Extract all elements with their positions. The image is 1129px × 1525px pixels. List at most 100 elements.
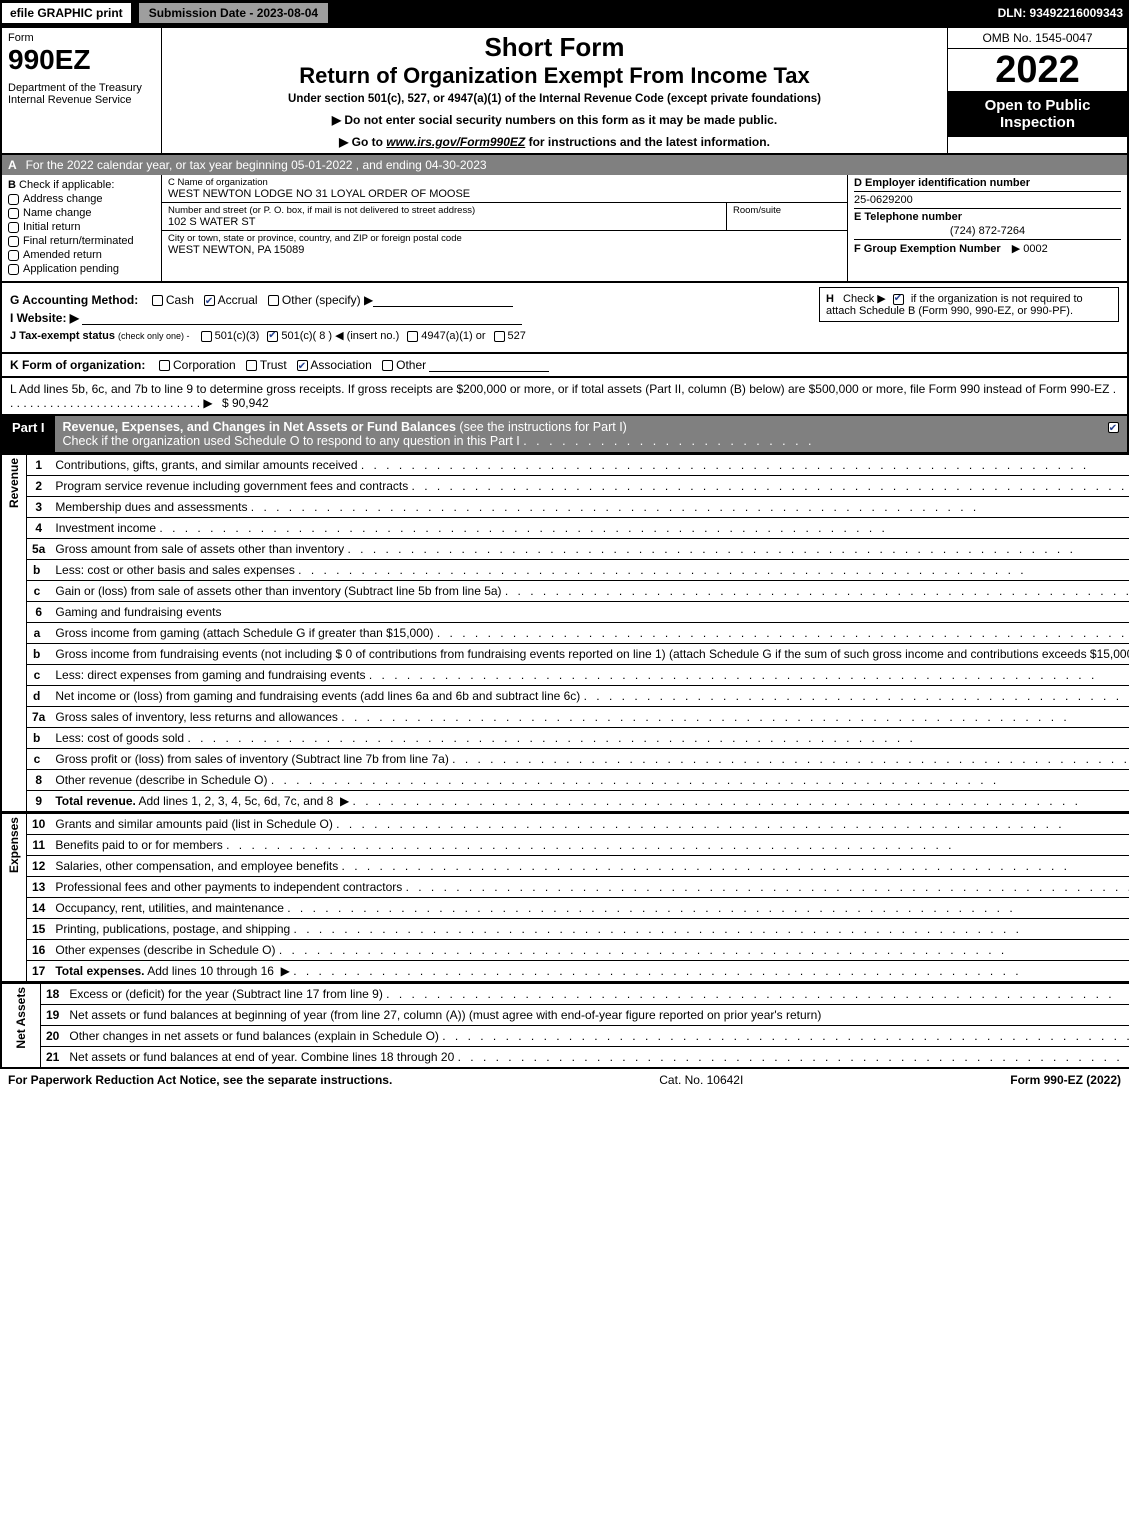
line-desc: Printing, publications, postage, and shi… — [50, 919, 1129, 940]
i-label: I Website: ▶ — [10, 311, 79, 325]
form-header: Form 990EZ Department of the Treasury In… — [0, 26, 1129, 155]
f-label: F Group Exemption Number — [854, 243, 1001, 255]
footer-right: Form 990-EZ (2022) — [1010, 1073, 1121, 1087]
checkbox-amended-return[interactable]: Amended return — [8, 249, 155, 261]
line-a-prefix: A — [8, 158, 16, 172]
line-desc: Gross income from gaming (attach Schedul… — [50, 623, 1129, 644]
ssn-note: ▶ Do not enter social security numbers o… — [168, 113, 941, 127]
checkbox-initial-return[interactable]: Initial return — [8, 221, 155, 233]
table-row: Expenses10Grants and similar amounts pai… — [1, 814, 1129, 835]
line-desc: Less: cost or other basis and sales expe… — [50, 560, 1129, 581]
line-desc: Total revenue. Add lines 1, 2, 3, 4, 5c,… — [50, 791, 1129, 813]
section-j: J Tax-exempt status (check only one) - 5… — [10, 329, 1119, 342]
checkbox-application-pending[interactable]: Application pending — [8, 263, 155, 275]
submission-date: Submission Date - 2023-08-04 — [137, 1, 330, 25]
table-row: 5aGross amount from sale of assets other… — [1, 539, 1129, 560]
line-desc: Other changes in net assets or fund bala… — [64, 1026, 1129, 1047]
section-h: H Check ▶ if the organization is not req… — [819, 287, 1119, 322]
section-label: Net Assets — [1, 984, 41, 1069]
revenue-table: Revenue1Contributions, gifts, grants, an… — [0, 454, 1129, 813]
line-number: 13 — [27, 877, 51, 898]
g-opt-1[interactable]: Accrual — [204, 293, 258, 307]
line-desc: Less: direct expenses from gaming and fu… — [50, 665, 1129, 686]
expenses-table: Expenses10Grants and similar amounts pai… — [0, 813, 1129, 983]
j-opt-2[interactable]: 4947(a)(1) or — [407, 330, 485, 342]
table-row: Revenue1Contributions, gifts, grants, an… — [1, 455, 1129, 476]
k-opt-0[interactable]: Corporation — [159, 358, 236, 372]
table-row: 2Program service revenue including gover… — [1, 476, 1129, 497]
h-check-label: Check ▶ — [843, 293, 886, 305]
line-desc: Gaming and fundraising events — [50, 602, 1129, 623]
line-number: a — [27, 623, 51, 644]
efile-label: efile GRAPHIC print — [0, 1, 133, 25]
line-number: 8 — [27, 770, 51, 791]
j-opt-3[interactable]: 527 — [494, 330, 526, 342]
k-opt-1[interactable]: Trust — [246, 358, 287, 372]
k-opt-2[interactable]: Association — [297, 358, 372, 372]
k-opt-3[interactable]: Other — [382, 358, 426, 372]
g-other-input[interactable] — [373, 294, 513, 307]
table-row: bLess: cost or other basis and sales exp… — [1, 560, 1129, 581]
line-number: 21 — [41, 1047, 65, 1069]
checkbox-final-return-terminated[interactable]: Final return/terminated — [8, 235, 155, 247]
c-name-label: C Name of organization — [168, 177, 841, 188]
top-bar: efile GRAPHIC print Submission Date - 20… — [0, 0, 1129, 26]
form-number: 990EZ — [8, 44, 155, 76]
line-desc: Gross amount from sale of assets other t… — [50, 539, 1129, 560]
line-number: b — [27, 560, 51, 581]
g-opt-0[interactable]: Cash — [152, 293, 194, 307]
line-a-text: For the 2022 calendar year, or tax year … — [26, 158, 487, 172]
f-val: ▶ 0002 — [1012, 243, 1048, 255]
line-number: d — [27, 686, 51, 707]
line-number: 1 — [27, 455, 51, 476]
line-desc: Less: cost of goods sold . . . . . . . .… — [50, 728, 1129, 749]
line-number: 9 — [27, 791, 51, 813]
b-heading: B — [8, 179, 16, 191]
table-row: 15Printing, publications, postage, and s… — [1, 919, 1129, 940]
header-subtitle: Under section 501(c), 527, or 4947(a)(1)… — [168, 93, 941, 105]
irs-link[interactable]: www.irs.gov/Form990EZ — [386, 135, 525, 149]
k-other-input[interactable] — [429, 359, 549, 372]
table-row: 16Other expenses (describe in Schedule O… — [1, 940, 1129, 961]
c-name-val: WEST NEWTON LODGE NO 31 LOYAL ORDER OF M… — [168, 188, 841, 200]
k-label: K Form of organization: — [10, 358, 145, 372]
g-opt-2[interactable]: Other (specify) ▶ — [268, 293, 374, 307]
table-row: cLess: direct expenses from gaming and f… — [1, 665, 1129, 686]
section-label: Revenue — [1, 455, 27, 813]
part-i-check — [1099, 416, 1127, 452]
line-number: 3 — [27, 497, 51, 518]
website-input[interactable] — [82, 312, 522, 325]
j-opt-1[interactable]: 501(c)( 8 ) ◀ (insert no.) — [267, 330, 399, 342]
c-room-label: Room/suite — [733, 205, 841, 216]
header-mid: Short Form Return of Organization Exempt… — [162, 28, 947, 153]
table-row: cGain or (loss) from sale of assets othe… — [1, 581, 1129, 602]
checkbox-address-change[interactable]: Address change — [8, 193, 155, 205]
h-checkbox[interactable] — [893, 294, 904, 305]
line-desc: Program service revenue including govern… — [50, 476, 1129, 497]
page-footer: For Paperwork Reduction Act Notice, see … — [0, 1069, 1129, 1091]
table-row: bLess: cost of goods sold . . . . . . . … — [1, 728, 1129, 749]
footer-left: For Paperwork Reduction Act Notice, see … — [8, 1073, 392, 1087]
line-desc: Gross sales of inventory, less returns a… — [50, 707, 1129, 728]
line-number: b — [27, 644, 51, 665]
table-row: 9Total revenue. Add lines 1, 2, 3, 4, 5c… — [1, 791, 1129, 813]
j-opt-0[interactable]: 501(c)(3) — [201, 330, 260, 342]
section-label: Expenses — [1, 814, 27, 983]
header-left: Form 990EZ Department of the Treasury In… — [2, 28, 162, 153]
c-street-val: 102 S WATER ST — [168, 216, 720, 228]
open-to-public: Open to Public Inspection — [948, 91, 1127, 137]
checkbox-name-change[interactable]: Name change — [8, 207, 155, 219]
omb-number: OMB No. 1545-0047 — [948, 28, 1127, 49]
e-label: E Telephone number — [854, 208, 1121, 223]
department-label: Department of the Treasury Internal Reve… — [8, 82, 155, 106]
part-i-checkbox[interactable] — [1108, 422, 1119, 433]
j-label: J Tax-exempt status — [10, 330, 115, 342]
l-text: L Add lines 5b, 6c, and 7b to line 9 to … — [10, 382, 1116, 410]
line-number: 12 — [27, 856, 51, 877]
c-city-val: WEST NEWTON, PA 15089 — [168, 244, 841, 256]
c-street-label: Number and street (or P. O. box, if mail… — [168, 205, 720, 216]
table-row: 17Total expenses. Add lines 10 through 1… — [1, 961, 1129, 983]
line-desc: Other expenses (describe in Schedule O) … — [50, 940, 1129, 961]
line-desc: Gross income from fundraising events (no… — [50, 644, 1129, 665]
line-desc: Net assets or fund balances at beginning… — [64, 1005, 1129, 1026]
